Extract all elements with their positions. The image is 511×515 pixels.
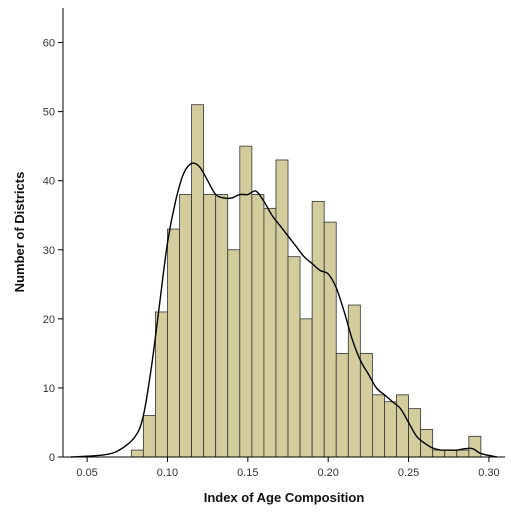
histogram-bar <box>323 221 337 458</box>
x-tick-label: 0.30 <box>478 467 499 479</box>
histogram-bar <box>371 394 385 458</box>
x-tick-label: 0.25 <box>398 467 419 479</box>
x-axis-title: Index of Age Composition <box>204 490 365 505</box>
histogram-bar <box>444 449 458 458</box>
histogram-bar <box>384 401 397 458</box>
histogram-bar <box>468 435 482 458</box>
histogram-bar <box>251 194 265 458</box>
histogram-bar <box>275 159 289 458</box>
histogram-bar <box>179 194 192 458</box>
histogram-bar <box>263 207 277 458</box>
histogram-bar <box>287 256 301 458</box>
y-tick-label: 50 <box>43 107 55 119</box>
histogram-bar <box>420 428 434 458</box>
y-tick-label: 10 <box>43 383 55 395</box>
histogram-bar <box>227 249 241 458</box>
x-tick-label: 0.20 <box>317 467 338 479</box>
histogram-bar <box>191 104 205 458</box>
histogram-bar <box>203 194 217 458</box>
density-curve <box>70 162 498 458</box>
ticks-group: 0 10 20 30 40 50 60 0.05 0.10 0.15 0.20 0.25 0.30 <box>43 38 500 479</box>
histogram-bar <box>299 318 313 458</box>
x-tick-label: 0.15 <box>237 467 258 479</box>
histogram-bar <box>432 449 446 458</box>
y-tick-label: 0 <box>49 452 55 464</box>
histogram-bar <box>359 352 373 458</box>
histogram-bar <box>130 449 144 458</box>
histogram-bar <box>311 201 325 458</box>
histogram-bar <box>456 449 470 458</box>
y-tick-label: 20 <box>43 314 55 326</box>
histogram-bar <box>215 194 229 458</box>
axes-group <box>62 8 505 458</box>
y-tick-label: 60 <box>43 38 55 50</box>
y-tick-label: 40 <box>43 176 55 188</box>
y-tick-label: 30 <box>43 245 55 257</box>
histogram-bar <box>142 415 156 458</box>
histogram-bar <box>396 394 409 458</box>
y-axis-title: Number of Districts <box>12 172 27 293</box>
histogram-bar <box>167 228 180 458</box>
histogram-bar <box>335 352 349 458</box>
x-tick-label: 0.10 <box>157 467 178 479</box>
histogram-bar <box>155 311 168 458</box>
density-curve-group <box>70 162 498 458</box>
x-tick-label: 0.05 <box>76 467 97 479</box>
bars-group <box>130 104 482 458</box>
histogram-bar <box>347 304 361 458</box>
